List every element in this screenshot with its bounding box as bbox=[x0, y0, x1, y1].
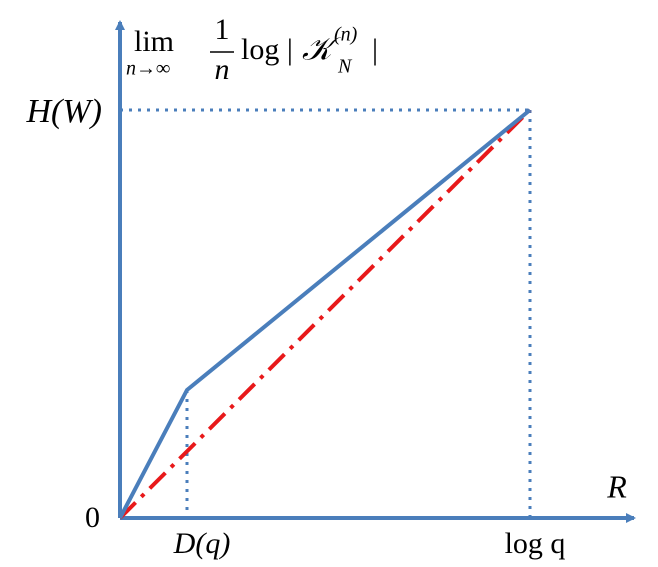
label-numerator: 1 bbox=[215, 13, 230, 46]
y-mark: 0 bbox=[85, 501, 100, 534]
x-axis-label: R bbox=[606, 468, 627, 504]
label-subscript: N bbox=[337, 56, 353, 78]
y-mark: H(W) bbox=[25, 93, 102, 130]
label-close: | bbox=[372, 33, 378, 66]
rate-curve bbox=[118, 108, 532, 519]
x-mark: D(q) bbox=[173, 527, 231, 560]
label-lim: lim bbox=[134, 25, 174, 58]
reference-line bbox=[118, 108, 532, 520]
label-log: log | bbox=[241, 33, 293, 66]
label-limit: n→∞ bbox=[126, 58, 170, 80]
label-denominator: n bbox=[215, 53, 230, 86]
label-superscript: (n) bbox=[334, 24, 358, 46]
x-mark: log q bbox=[505, 527, 566, 560]
